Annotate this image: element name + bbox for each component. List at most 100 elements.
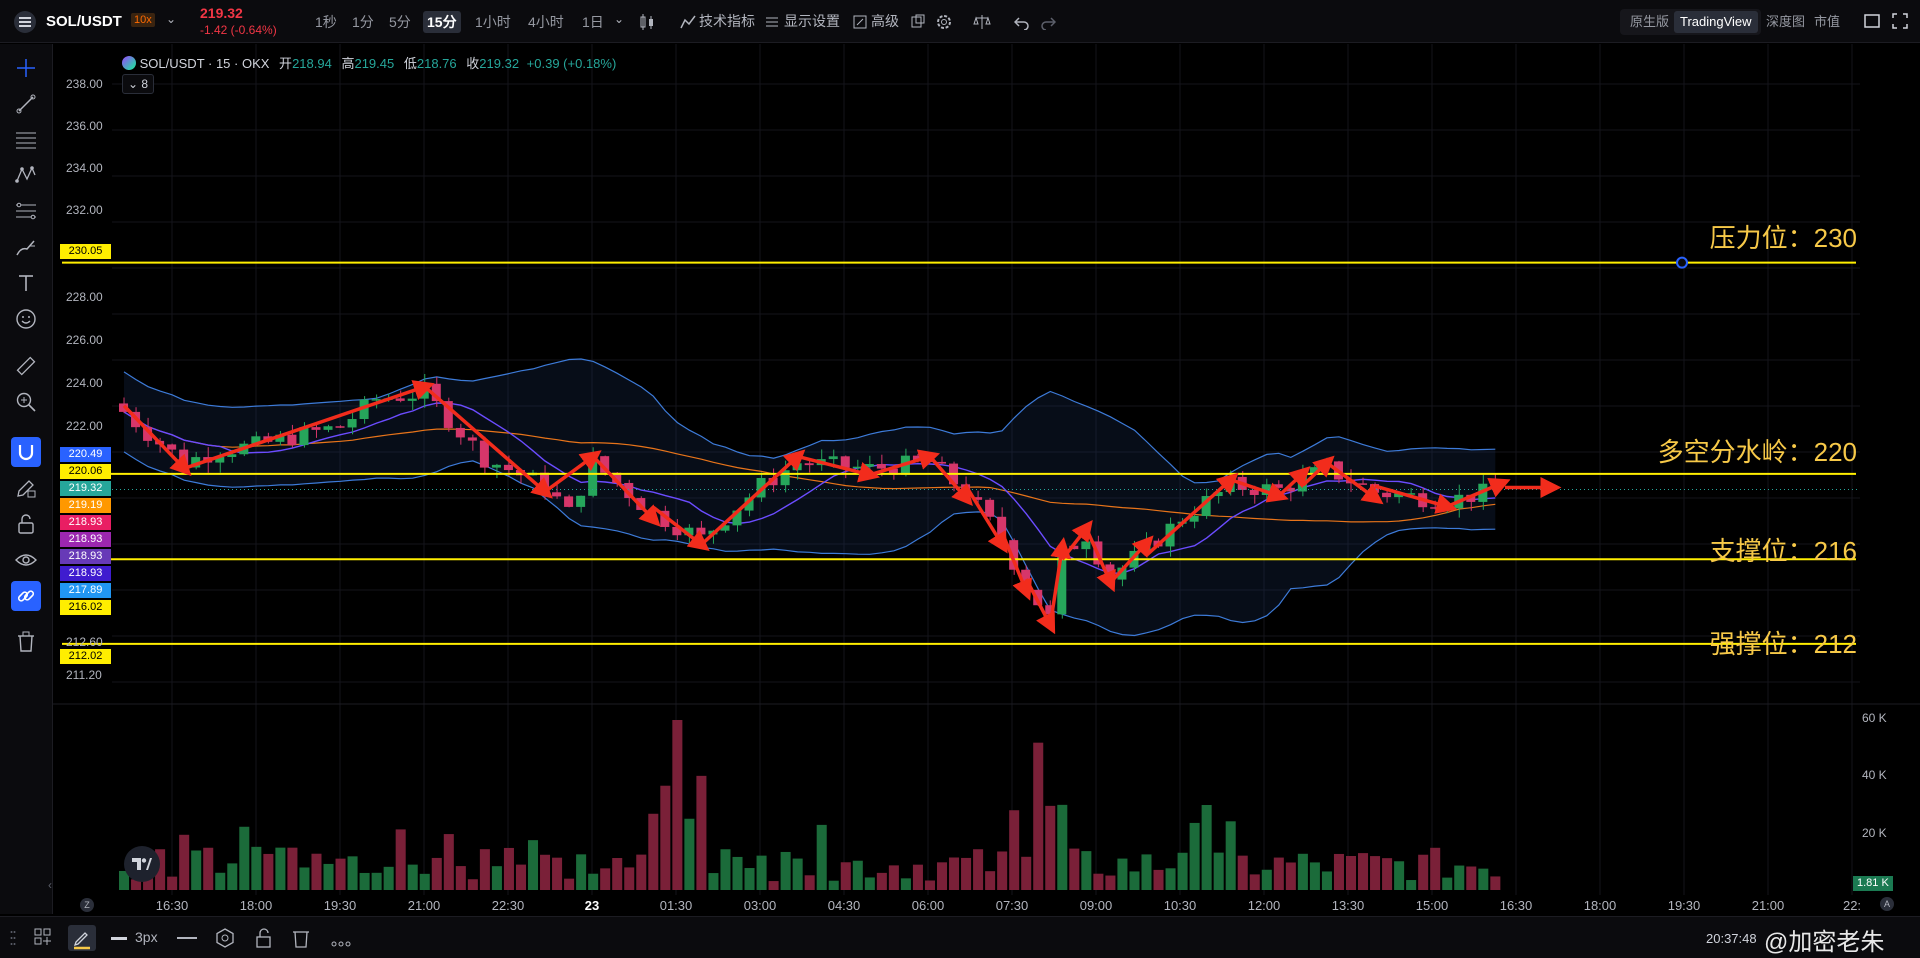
fibonacci-icon[interactable]	[11, 196, 41, 226]
advanced-icon[interactable]	[852, 14, 868, 35]
auto-scale-icon[interactable]: A	[1880, 897, 1894, 911]
chart-legend: SOL/USDT · 15 · OKX 开218.94 高219.45 低218…	[122, 53, 616, 72]
chevron-down-icon[interactable]: ⌄	[166, 12, 177, 26]
indicator-toggle[interactable]: ⌄ 8	[122, 74, 155, 94]
volume-bar	[648, 813, 659, 890]
legend-close-label: 收	[466, 56, 480, 71]
layout-grid-icon[interactable]	[34, 928, 52, 951]
redo-icon[interactable]	[1040, 14, 1057, 35]
line-style-icon[interactable]	[177, 937, 197, 939]
view-mode-tradingview[interactable]: TradingView	[1674, 11, 1758, 33]
fullscreen-icon[interactable]	[1892, 13, 1908, 34]
timeframe-5m[interactable]: 5分	[389, 14, 411, 30]
volume-bar	[1117, 858, 1128, 890]
price-label-pivot[interactable]: 220.06	[60, 464, 111, 479]
draw-mode-lock-icon[interactable]	[11, 473, 41, 503]
price-label-resistance[interactable]: 230.05	[60, 244, 111, 259]
annotation-strong-support[interactable]: 强撑位：212	[1709, 629, 1857, 659]
menu-icon[interactable]	[14, 11, 36, 33]
candle	[347, 411, 357, 435]
view-mode-native[interactable]: 原生版	[1630, 14, 1670, 29]
display-settings-button[interactable]: 显示设置	[784, 13, 840, 29]
pencil-button[interactable]	[68, 925, 96, 951]
timeframe-1d[interactable]: 1日	[582, 14, 604, 30]
horizontal-lines-icon[interactable]	[11, 124, 41, 154]
volume-bar	[1345, 855, 1357, 890]
stroke-width-value[interactable]: 3px	[135, 929, 158, 945]
text-icon[interactable]	[11, 268, 41, 298]
delete-icon[interactable]	[292, 928, 310, 953]
ruler-icon[interactable]	[11, 351, 41, 381]
indicators-icon[interactable]	[680, 14, 696, 35]
trend-arrow	[964, 485, 1008, 554]
clock[interactable]: 20:37:48	[1706, 931, 1757, 946]
volume-bar	[1394, 861, 1405, 890]
timeframe-1h[interactable]: 1小时	[475, 14, 511, 30]
volume-bar	[720, 849, 731, 890]
trend-arrow	[1084, 527, 1116, 593]
timeframe-15m[interactable]: 15分	[423, 11, 461, 33]
timeframe-4h[interactable]: 4小时	[528, 14, 564, 30]
advanced-button[interactable]: 高级	[871, 13, 899, 29]
tradingview-logo-icon[interactable]	[124, 846, 160, 882]
window-icon[interactable]	[1864, 14, 1880, 33]
symbol-name[interactable]: SOL/USDT	[46, 13, 122, 30]
collapse-left-icon[interactable]: ‹	[48, 878, 52, 892]
trend-line-icon[interactable]	[11, 89, 41, 119]
candle	[1382, 490, 1392, 503]
volume-bar	[1358, 853, 1369, 890]
indicators-button[interactable]: 技术指标	[699, 13, 755, 29]
volume-bar	[1418, 854, 1429, 890]
template-icon[interactable]	[910, 14, 926, 35]
volume-bar	[1129, 871, 1140, 890]
zoom-in-icon[interactable]	[11, 387, 41, 417]
horizontal-levels[interactable]	[62, 256, 1860, 645]
annotation-support[interactable]: 支撑位：216	[1709, 536, 1857, 566]
annotation-pivot[interactable]: 多空分水岭：220	[1657, 437, 1857, 467]
stroke-width-icon[interactable]	[111, 937, 127, 940]
volume-bar	[936, 862, 948, 890]
undo-icon[interactable]	[1013, 14, 1030, 35]
brush-icon[interactable]	[11, 232, 41, 262]
scale-compare-icon[interactable]	[973, 13, 991, 36]
timeframe-1s[interactable]: 1秒	[315, 14, 337, 30]
price-tick: 222.00	[66, 419, 103, 433]
volume-bar	[985, 871, 996, 890]
price-label-strong-support[interactable]: 212.02	[60, 649, 111, 664]
drag-handle-icon[interactable]	[10, 930, 16, 951]
time-tick: 19:30	[1667, 898, 1701, 913]
crosshair-icon[interactable]	[11, 53, 41, 83]
volume-bar	[696, 775, 707, 890]
price-label-support[interactable]: 216.02	[60, 600, 111, 615]
pattern-icon[interactable]	[11, 160, 41, 190]
lock-icon[interactable]	[11, 509, 41, 539]
unlock-icon[interactable]	[255, 928, 273, 953]
candle-type-icon[interactable]	[638, 13, 656, 36]
trash-icon[interactable]	[11, 627, 41, 657]
gear-icon[interactable]	[935, 13, 953, 36]
volume-bar	[1478, 868, 1489, 890]
sol-logo-icon	[122, 56, 136, 70]
emoji-icon[interactable]	[11, 304, 41, 334]
annotation-resistance[interactable]: 压力位：230	[1709, 223, 1857, 253]
time-tick: 22:	[1842, 898, 1862, 913]
legend-symbol[interactable]: SOL/USDT · 15 · OKX	[139, 56, 270, 71]
timeframe-1m[interactable]: 1分	[352, 14, 374, 30]
view-mode-market-cap[interactable]: 市值	[1814, 14, 1841, 29]
timeframe-chevron-icon[interactable]: ⌄	[614, 12, 625, 26]
trend-arrows[interactable]	[122, 380, 1562, 635]
volume-bar	[467, 879, 478, 890]
time-tick: 21:00	[407, 898, 441, 913]
candle	[191, 451, 201, 470]
more-icon[interactable]	[331, 934, 351, 952]
eye-icon[interactable]	[11, 545, 41, 575]
view-mode-depth[interactable]: 深度图	[1766, 14, 1806, 29]
display-settings-icon[interactable]	[765, 15, 779, 34]
volume-bar	[1009, 810, 1020, 890]
time-axis[interactable]: 16:30 18:00 19:30 21:00 22:30 23 01:30 03:00 04:…	[0, 895, 1920, 915]
timezone-icon[interactable]: Z	[80, 898, 94, 912]
magnet-icon[interactable]	[11, 437, 41, 467]
settings-hex-icon[interactable]	[215, 928, 235, 953]
link-icon[interactable]	[11, 581, 41, 611]
